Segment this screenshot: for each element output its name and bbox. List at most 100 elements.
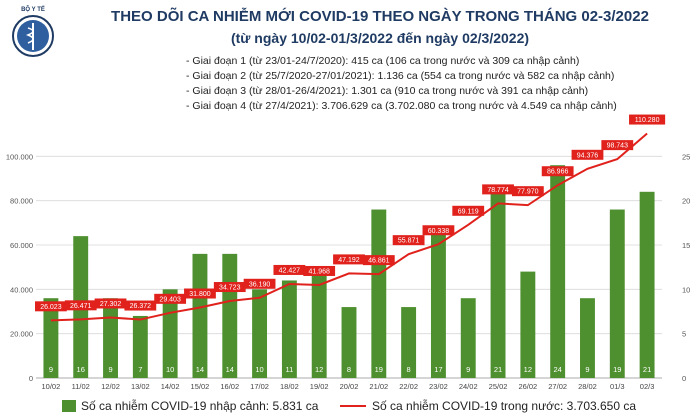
line-data-label: 47.192: [338, 257, 360, 264]
line-data-label: 26.023: [40, 304, 62, 311]
bar-data-label: 9: [466, 365, 470, 374]
line-point-marker: [482, 184, 514, 195]
line-data-label: 41.968: [308, 268, 330, 275]
left-axis-tick-label: 80.000: [10, 197, 33, 206]
line-point-marker: [571, 149, 604, 160]
bar-data-label: 14: [226, 365, 234, 374]
bar: [311, 271, 327, 378]
x-axis-tick-label: 10/02: [42, 382, 61, 391]
right-axis-tick-label: 0: [682, 374, 686, 383]
covid-chart: 0 20.000 40.000 60.000 80.000 100.000 0 5 10 15 20…: [6, 114, 690, 391]
line-data-label: 26.372: [130, 303, 152, 310]
bar-data-label: 16: [77, 365, 85, 374]
x-axis-tick-label: 24/02: [459, 382, 478, 391]
bar: [490, 191, 506, 378]
bar-data-label: 14: [196, 365, 204, 374]
bar: [609, 209, 625, 378]
phase-item: - Giai đoạn 1 (từ 23/01-24/7/2020): 415 …: [186, 55, 580, 67]
line-point-marker: [303, 265, 336, 276]
left-axis-tick-label: 40.000: [10, 285, 33, 294]
line-data-label: 86.966: [547, 169, 569, 176]
line-data-label: 26.471: [70, 303, 92, 310]
phase-item: - Giai đoạn 2 (từ 25/7/2020-27/01/2021):…: [186, 70, 615, 82]
legend-label-line: Số ca nhiễm COVID-19 trong nước: 3.703.6…: [372, 399, 637, 413]
x-axis-tick-label: 23/02: [429, 382, 448, 391]
line-data-label: 77.970: [517, 189, 539, 196]
bar: [639, 191, 655, 378]
left-axis-tick-label: 0: [29, 374, 33, 383]
x-axis-tick-label: 17/02: [250, 382, 269, 391]
bar-data-label: 10: [166, 365, 174, 374]
logo-text: BỘ Y TẾ: [21, 5, 45, 13]
bar: [341, 307, 357, 378]
x-axis-tick-label: 22/02: [399, 382, 418, 391]
line-data-label: 69.119: [458, 208, 479, 215]
legend-swatch-bar: [62, 400, 76, 412]
bar: [460, 298, 476, 378]
right-axis-tick-label: 20: [682, 197, 690, 206]
bar: [222, 253, 238, 378]
line-data-label: 60.338: [428, 228, 450, 235]
line-point-marker: [154, 293, 187, 304]
line-point-marker: [35, 301, 67, 312]
line-point-marker: [629, 114, 666, 125]
bar-data-label: 11: [285, 365, 293, 374]
x-axis-tick-label: 20/02: [340, 382, 359, 391]
x-axis-tick-label: 16/02: [220, 382, 239, 391]
chart-subtitle: (từ ngày 10/02-01/3/2022 đến ngày 02/3/2…: [230, 30, 530, 46]
bar-data-label: 9: [108, 365, 112, 374]
x-axis-tick-label: 19/02: [310, 382, 329, 391]
line-data-label: 27.302: [100, 301, 122, 308]
line-point-marker: [601, 140, 634, 151]
line-point-marker: [362, 255, 395, 266]
line-point-marker: [243, 278, 276, 289]
line-data-label: 98.743: [607, 143, 629, 150]
line-point-marker: [422, 225, 455, 236]
bar: [371, 209, 387, 378]
bar: [43, 298, 59, 378]
line-data-label: 36.190: [249, 281, 271, 288]
ministry-logo: BỘ Y TẾ: [12, 5, 54, 57]
line-series: [50, 132, 648, 322]
x-axis-tick-label: 25/02: [489, 382, 508, 391]
x-axis-tick-label: 11/02: [72, 382, 90, 391]
bar-data-label: 24: [553, 365, 561, 374]
legend-label-bar: Số ca nhiễm COVID-19 nhập cảnh: 5.831 ca: [81, 399, 319, 413]
line-point-marker: [452, 205, 485, 216]
left-axis-tick-label: 20.000: [10, 330, 33, 339]
line-point-marker: [94, 298, 127, 309]
line-point-marker: [273, 264, 306, 275]
bar-data-label: 10: [255, 365, 263, 374]
bar: [401, 307, 417, 378]
phase-item: - Giai đoạn 3 (từ 28/01-26/4/2021): 1.30…: [186, 85, 589, 97]
line-data-label: 55.871: [398, 238, 420, 245]
bar-data-label: 9: [585, 365, 589, 374]
right-axis-tick-label: 10: [682, 285, 690, 294]
line-data-label: 46.861: [368, 258, 390, 265]
right-axis-tick-label: 5: [682, 330, 686, 339]
bar-data-label: 12: [524, 365, 532, 374]
x-axis-tick-label: 28/02: [578, 382, 597, 391]
legend-item-line: Số ca nhiễm COVID-19 trong nước: 3.703.6…: [340, 399, 636, 413]
bar-data-label: 21: [494, 365, 502, 374]
line-data-label: 34.723: [219, 285, 241, 292]
bar-data-label: 19: [375, 365, 383, 374]
bar: [520, 271, 536, 378]
line-point-marker: [392, 235, 425, 246]
chart-legend: Số ca nhiễm COVID-19 nhập cảnh: 5.831 ca…: [0, 396, 700, 418]
bar-data-label: 17: [434, 365, 442, 374]
chart-title: THEO DÕI CA NHIỄM MỚI COVID-19 THEO NGÀY…: [111, 8, 649, 25]
bar-data-label: 9: [49, 365, 53, 374]
x-axis-tick-label: 21/02: [369, 382, 388, 391]
x-axis-tick-label: 13/02: [131, 382, 150, 391]
bar-data-label: 21: [643, 365, 651, 374]
bar: [252, 289, 268, 378]
phase-list: - Giai đoạn 1 (từ 23/01-24/7/2020): 415 …: [186, 54, 617, 114]
line-data-label: 42.427: [279, 267, 301, 274]
right-axis-tick-label: 15: [682, 241, 690, 250]
line-data-label: 29.403: [159, 296, 181, 303]
bar-data-label: 8: [347, 365, 351, 374]
line-point-marker: [213, 282, 246, 293]
x-axis-tick-label: 15/02: [191, 382, 210, 391]
bar-data-label: 8: [407, 365, 411, 374]
